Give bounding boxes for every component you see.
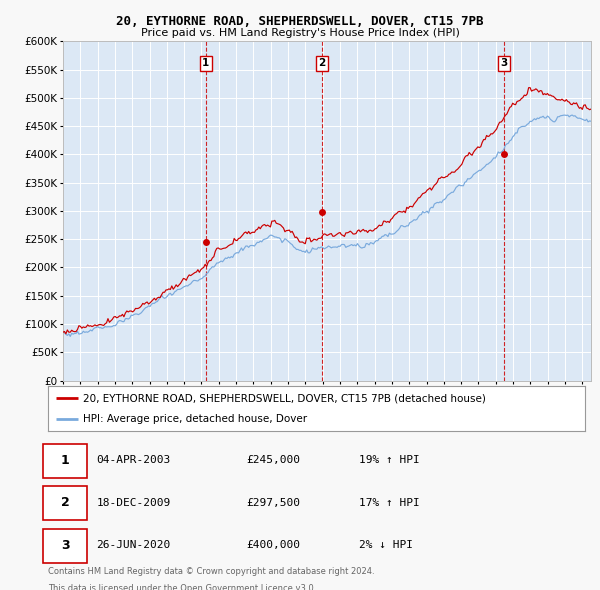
Text: 1: 1 [202,58,209,68]
Text: 2: 2 [61,496,70,509]
FancyBboxPatch shape [43,529,87,562]
Text: 17% ↑ HPI: 17% ↑ HPI [359,498,420,508]
Text: 20, EYTHORNE ROAD, SHEPHERDSWELL, DOVER, CT15 7PB: 20, EYTHORNE ROAD, SHEPHERDSWELL, DOVER,… [116,15,484,28]
Text: 18-DEC-2009: 18-DEC-2009 [97,498,170,508]
Text: £245,000: £245,000 [247,455,301,466]
Text: 3: 3 [61,539,70,552]
Text: 04-APR-2003: 04-APR-2003 [97,455,170,466]
Text: HPI: Average price, detached house, Dover: HPI: Average price, detached house, Dove… [83,414,307,424]
Text: £297,500: £297,500 [247,498,301,508]
Text: 26-JUN-2020: 26-JUN-2020 [97,540,170,550]
Text: 2% ↓ HPI: 2% ↓ HPI [359,540,413,550]
Text: Contains HM Land Registry data © Crown copyright and database right 2024.: Contains HM Land Registry data © Crown c… [48,567,374,576]
Text: 19% ↑ HPI: 19% ↑ HPI [359,455,420,466]
Text: 1: 1 [61,454,70,467]
FancyBboxPatch shape [43,444,87,477]
Text: This data is licensed under the Open Government Licence v3.0.: This data is licensed under the Open Gov… [48,584,316,590]
Text: £400,000: £400,000 [247,540,301,550]
FancyBboxPatch shape [43,486,87,520]
Text: 20, EYTHORNE ROAD, SHEPHERDSWELL, DOVER, CT15 7PB (detached house): 20, EYTHORNE ROAD, SHEPHERDSWELL, DOVER,… [83,394,486,404]
Text: Price paid vs. HM Land Registry's House Price Index (HPI): Price paid vs. HM Land Registry's House … [140,28,460,38]
Text: 2: 2 [319,58,326,68]
Text: 3: 3 [500,58,508,68]
